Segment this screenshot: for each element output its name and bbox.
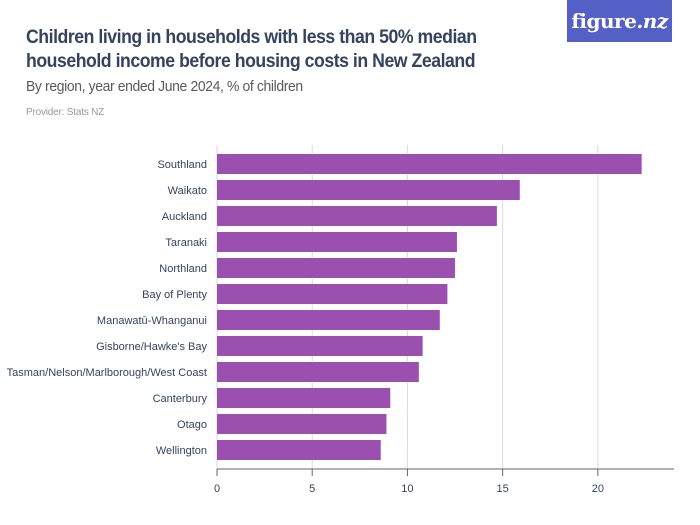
- category-label: Bay of Plenty: [142, 289, 207, 301]
- bar: [217, 440, 381, 460]
- category-labels: Southland Waikato Auckland Taranaki Northlan…: [7, 159, 208, 457]
- category-label: Otago: [177, 419, 207, 431]
- x-tick-label: 15: [497, 483, 509, 495]
- x-tick-label: 10: [401, 483, 413, 495]
- bar: [217, 154, 642, 174]
- category-label: Wellington: [156, 445, 207, 457]
- x-tick-label: 5: [309, 483, 315, 495]
- category-label: Canterbury: [153, 393, 208, 405]
- category-label: Northland: [159, 263, 207, 275]
- bar: [217, 414, 387, 434]
- category-label: Taranaki: [165, 237, 207, 249]
- category-label: Tasman/Nelson/Marlborough/West Coast: [7, 367, 207, 379]
- bar: [217, 310, 440, 330]
- chart-title: Children living in households with less …: [26, 27, 477, 72]
- category-label: Gisborne/Hawke's Bay: [96, 341, 207, 353]
- figure-nz-logo[interactable]: figure.nz: [567, 0, 672, 42]
- x-axis: 0 5 10 15 20: [214, 468, 674, 495]
- provider-label: Provider: Stats NZ: [26, 107, 105, 118]
- bar: [217, 180, 520, 200]
- category-label: Manawatū-Whanganui: [97, 315, 207, 327]
- logo-suffix: .nz: [636, 9, 668, 33]
- bars: [217, 154, 642, 460]
- bar: [217, 232, 457, 252]
- x-tick-label: 20: [592, 483, 604, 495]
- bar: [217, 388, 391, 408]
- bar: [217, 206, 497, 226]
- bar: [217, 336, 423, 356]
- bar: [217, 284, 448, 304]
- category-label: Auckland: [162, 211, 207, 223]
- chart-subtitle: By region, year ended June 2024, % of ch…: [26, 78, 303, 95]
- logo-brand: figure: [571, 9, 637, 33]
- x-tick-label: 0: [214, 483, 220, 495]
- bar: [217, 258, 456, 278]
- bar: [217, 362, 419, 382]
- category-label: Waikato: [168, 185, 207, 197]
- category-label: Southland: [157, 159, 207, 171]
